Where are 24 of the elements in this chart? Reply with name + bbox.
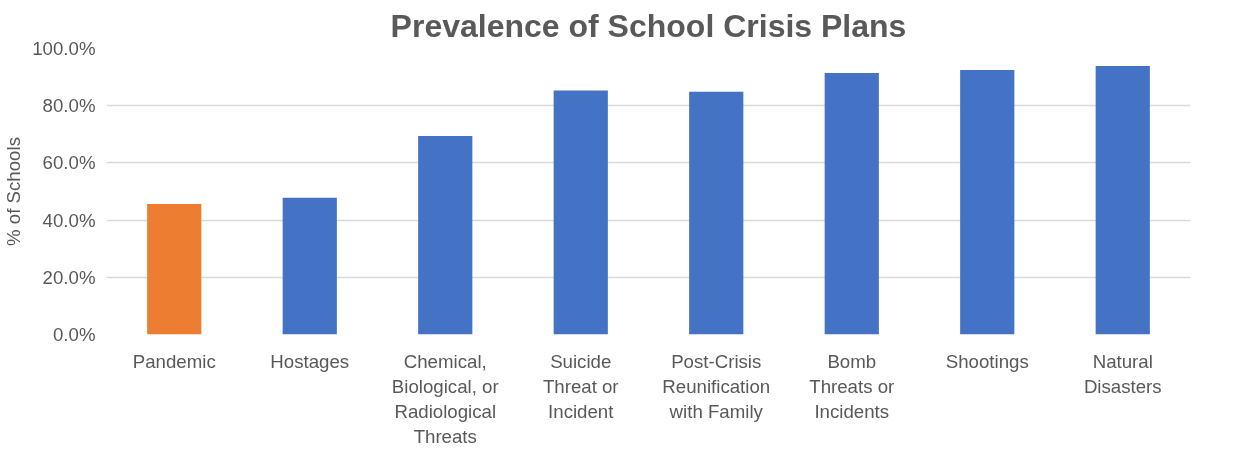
x-tick-label: Suicide Threat or Incident xyxy=(542,350,619,422)
bar xyxy=(1095,65,1150,335)
bar xyxy=(553,90,608,335)
y-tick-label: 0.0% xyxy=(52,324,96,345)
x-tick-label: Hostages xyxy=(270,350,350,372)
y-tick-label: 80.0% xyxy=(42,95,96,117)
bar xyxy=(824,73,879,335)
x-tick-label: Post-Crisis Reunification with Family xyxy=(662,350,771,422)
y-tick-label: 100.0% xyxy=(32,38,96,59)
bar xyxy=(960,69,1015,335)
bar xyxy=(418,136,473,335)
y-tick-label: 60.0% xyxy=(42,152,96,174)
bar xyxy=(147,204,202,335)
x-tick-label: Shootings xyxy=(945,350,1029,372)
bar xyxy=(282,197,337,335)
x-tick-label: Pandemic xyxy=(132,350,216,372)
y-tick-label: 40.0% xyxy=(42,209,96,231)
chart-title: Prevalence of School Crisis Plans xyxy=(390,7,907,44)
y-tick-label: 20.0% xyxy=(42,266,96,288)
bar xyxy=(689,91,744,335)
x-tick-label: Bomb Threats or Incidents xyxy=(809,350,895,422)
x-tick-label: Natural Disasters xyxy=(1083,350,1162,397)
y-axis-title: % of Schools xyxy=(3,137,25,246)
x-tick-label: Chemical, Biological, or Radiological Threats xyxy=(391,350,499,448)
